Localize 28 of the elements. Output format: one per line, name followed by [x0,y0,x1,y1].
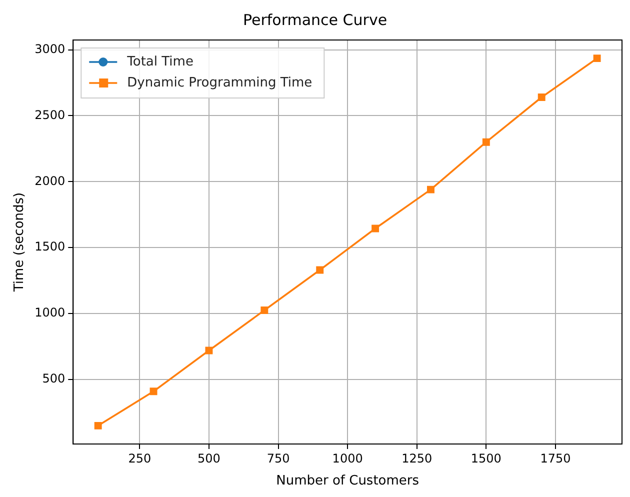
point [482,138,490,146]
x-tick-label: 750 [266,451,290,466]
point [427,186,434,194]
x-axis-title: Number of Customers [276,474,420,489]
x-tick-label: 500 [198,451,220,466]
point [372,224,380,232]
y-axis-title: Time (seconds) [12,192,28,293]
point [94,422,102,430]
x-tick-label: 1500 [470,451,502,466]
point [260,306,268,314]
point [205,346,213,354]
chart-title: Performance Curve [242,10,388,29]
legend-label: Total Time [126,54,194,70]
y-tick-label: 2000 [34,174,66,188]
x-tick-label: 1000 [332,451,363,466]
point [150,388,158,396]
y-tick-label: 3000 [34,42,66,56]
y-tick-label: 1500 [34,240,66,254]
y-tick-label: 1000 [34,306,66,320]
legend-label: Dynamic Programming Time [127,75,312,90]
point [316,266,324,274]
x-tick-label: 1250 [402,451,432,466]
point [538,94,546,101]
y-tick-label: 2500 [34,108,66,122]
x-tick-label: 1750 [540,451,571,466]
x-tick-label: 250 [128,451,152,466]
point [593,54,601,62]
y-tick-label: 500 [42,372,66,386]
